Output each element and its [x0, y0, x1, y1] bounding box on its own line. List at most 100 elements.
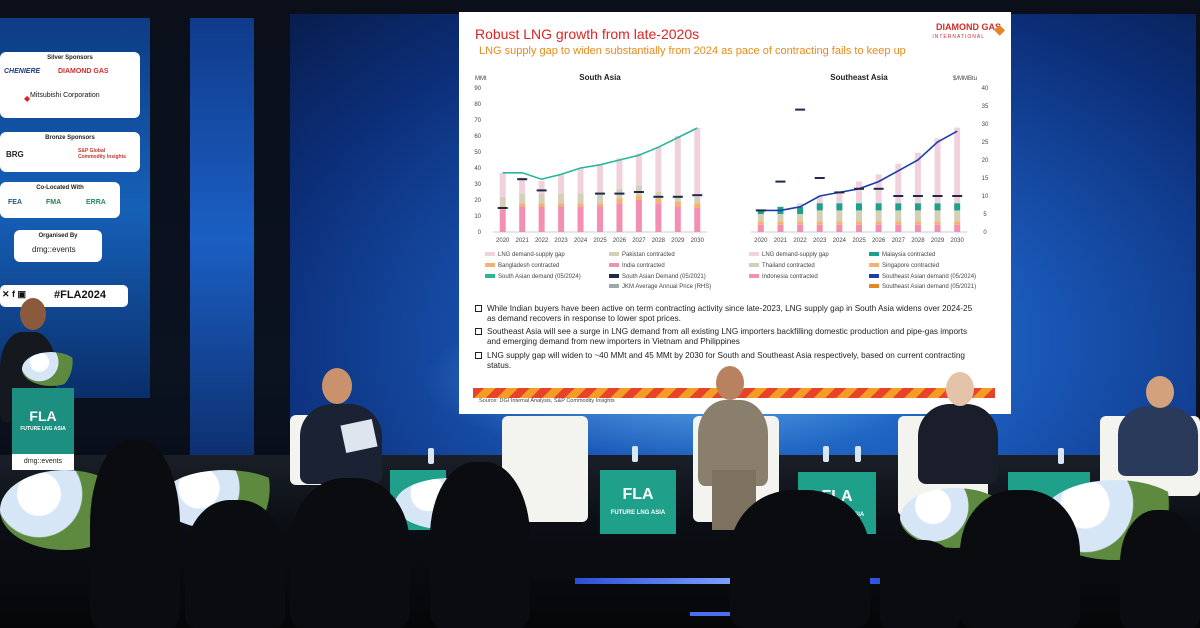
- marker-dash: [932, 195, 943, 197]
- bar-segment: [577, 193, 584, 204]
- bar-segment: [694, 203, 701, 208]
- y2-tick-label: 10: [982, 194, 989, 200]
- bar-segment: [538, 193, 545, 204]
- x-tick-label: 2026: [613, 238, 627, 244]
- slide-title: Robust LNG growth from late-2020s: [475, 26, 700, 42]
- x-tick-label: 2028: [652, 238, 666, 244]
- bar-segment: [635, 185, 642, 196]
- legend-label: Southeast Asian demand (05/2024): [882, 274, 977, 280]
- y-axis-unit-right: $/MMBtu: [953, 76, 977, 82]
- bar-segment: [836, 192, 843, 204]
- slide-subtitle: LNG supply gap to widen substantially fr…: [479, 45, 906, 57]
- y-tick-label: 60: [474, 134, 481, 140]
- marker-dash: [536, 189, 547, 192]
- mitsubishi-diamonds-icon: ◆: [24, 94, 31, 103]
- led-screen-left: [190, 18, 254, 458]
- y2-tick-label: 15: [982, 176, 989, 182]
- dmg-events-logo: dmg::events: [32, 245, 76, 254]
- bar-segment: [577, 206, 584, 232]
- bronze-heading: Bronze Sponsors: [45, 135, 95, 141]
- legend-entry: Thailand contracted: [749, 263, 815, 269]
- bar-segment: [914, 152, 921, 204]
- y2-tick-label: 25: [982, 140, 989, 146]
- y-tick-label: 30: [474, 182, 481, 188]
- speaker-4-head: [1146, 376, 1174, 408]
- marker-dash: [633, 191, 644, 193]
- y-tick-label: 70: [474, 118, 481, 124]
- bar-segment: [597, 206, 603, 232]
- bar-segment: [934, 221, 941, 225]
- bar-segment: [655, 147, 662, 192]
- audience-silhouette: [90, 440, 180, 628]
- x-tick-label: 2029: [671, 238, 685, 244]
- legend-swatch: [749, 252, 759, 257]
- bar-segment: [816, 203, 823, 211]
- table-logo: FLA: [622, 486, 654, 503]
- bar-segment: [694, 208, 701, 232]
- marker-dash: [595, 192, 605, 195]
- audience-silhouette: [730, 490, 870, 628]
- bar-segment: [558, 193, 565, 204]
- bar-segment: [875, 210, 882, 222]
- marker-dash: [614, 192, 625, 195]
- bar-segment: [635, 195, 642, 200]
- table-logo-sub: FUTURE LNG ASIA: [610, 510, 666, 516]
- podium-organiser: dmg::events: [12, 454, 74, 470]
- bar-segment: [757, 224, 764, 232]
- y-tick-label: 20: [474, 198, 481, 204]
- audience-silhouette: [880, 540, 960, 628]
- bar-segment: [757, 221, 764, 225]
- y-axis-unit-left: MMt: [475, 76, 487, 82]
- legend-swatch: [609, 263, 619, 268]
- diamond-gas-brand-sub: INTERNATIONAL: [932, 34, 985, 40]
- bar-segment: [934, 203, 941, 211]
- colocated-card: Co-Located With FEA FMA ERRA: [0, 182, 120, 218]
- legend-label: Singapore contracted: [882, 263, 940, 269]
- x-tick-label: 2023: [554, 238, 568, 244]
- bar-segment: [499, 209, 506, 232]
- bar-segment: [674, 195, 681, 202]
- x-tick-label: 2029: [931, 238, 945, 244]
- bar-segment: [836, 203, 843, 211]
- x-tick-label: 2026: [872, 238, 886, 244]
- bar-segment: [895, 221, 902, 225]
- bar-segment: [577, 168, 584, 194]
- x-tick-label: 2021: [774, 238, 788, 244]
- legend-entry: India contracted: [609, 263, 665, 269]
- bar-segment: [757, 214, 764, 222]
- legend-swatch: [869, 274, 879, 279]
- bar-segment: [895, 210, 902, 222]
- bar-segment: [538, 203, 545, 207]
- colocated-heading: Co-Located With: [36, 185, 84, 191]
- x-tick-label: 2020: [496, 238, 510, 244]
- legend-entry: Southeast Asian demand (05/2024): [869, 274, 976, 280]
- bar-segment: [914, 221, 921, 225]
- hashtag-card: ✕ f ▣ #FLA2024: [0, 285, 128, 307]
- side-table-2: FLA FUTURE LNG ASIA: [600, 470, 676, 534]
- sp-global-logo: S&P Global Commodity Insights: [78, 148, 127, 160]
- speaker-2-head: [716, 366, 744, 400]
- marker-dash: [952, 195, 963, 197]
- legend-entry: LNG demand-supply gap: [485, 252, 565, 258]
- legend-label: Thailand contracted: [762, 263, 815, 269]
- bar-segment: [954, 127, 961, 204]
- bar-segment: [954, 224, 961, 232]
- bar-segment: [519, 193, 526, 204]
- bar-segment: [836, 221, 843, 225]
- social-icons: ✕ f ▣: [2, 289, 27, 299]
- x-tick-label: 2030: [691, 238, 705, 244]
- marker-dash: [653, 195, 664, 198]
- presentation-slide: Robust LNG growth from late-2020s LNG su…: [459, 12, 1011, 414]
- x-tick-label: 2025: [593, 238, 607, 244]
- organiser-card: Organised By dmg::events: [14, 230, 102, 262]
- bar-segment: [777, 221, 784, 225]
- x-tick-label: 2027: [632, 238, 646, 244]
- water-bottle: [823, 446, 829, 462]
- x-tick-label: 2022: [535, 238, 549, 244]
- legend-entry: Southeast Asian demand (05/2021): [869, 284, 976, 290]
- legend-swatch: [485, 252, 495, 257]
- bar-segment: [954, 210, 961, 222]
- bar-segment: [816, 224, 823, 232]
- legend-label: LNG demand-supply gap: [762, 252, 829, 258]
- y2-tick-label: 35: [982, 104, 989, 110]
